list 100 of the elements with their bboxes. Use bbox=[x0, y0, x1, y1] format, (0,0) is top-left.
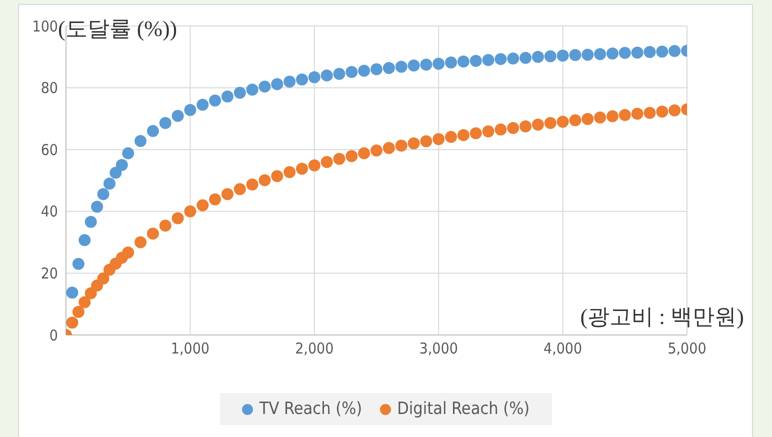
point bbox=[296, 73, 308, 86]
point bbox=[122, 147, 134, 160]
point bbox=[445, 56, 458, 68]
point bbox=[66, 316, 78, 329]
point bbox=[296, 162, 308, 175]
point bbox=[544, 50, 556, 62]
point bbox=[358, 64, 370, 77]
point bbox=[271, 170, 284, 182]
point bbox=[72, 258, 84, 270]
point bbox=[408, 60, 420, 72]
x-axis-title: (광고비 : 백만원) bbox=[580, 303, 744, 331]
point bbox=[618, 108, 631, 121]
point bbox=[196, 98, 209, 111]
point bbox=[631, 108, 644, 120]
point bbox=[221, 188, 234, 200]
legend-label: Digital Reach (%) bbox=[397, 399, 530, 419]
point bbox=[594, 111, 606, 124]
point bbox=[482, 125, 494, 138]
point bbox=[284, 76, 296, 88]
point bbox=[395, 140, 408, 152]
point bbox=[457, 129, 470, 142]
point bbox=[656, 106, 668, 118]
y-tick-label: 60 bbox=[40, 140, 58, 159]
point bbox=[668, 45, 681, 58]
point bbox=[520, 120, 532, 132]
point bbox=[556, 116, 569, 128]
y-axis-title: (도달률 (%)) bbox=[58, 15, 178, 43]
y-tick-label: 20 bbox=[40, 264, 58, 283]
point bbox=[308, 159, 320, 172]
point bbox=[134, 236, 147, 248]
point bbox=[333, 68, 346, 80]
point bbox=[544, 117, 556, 130]
point bbox=[494, 53, 507, 66]
point bbox=[631, 46, 644, 59]
point bbox=[284, 166, 296, 178]
point bbox=[457, 56, 470, 68]
point bbox=[91, 200, 104, 213]
point bbox=[134, 134, 147, 147]
point bbox=[221, 90, 234, 102]
point bbox=[532, 50, 544, 63]
point bbox=[482, 54, 494, 66]
point bbox=[582, 48, 594, 61]
point bbox=[78, 234, 91, 246]
y-tick-label: 0 bbox=[49, 326, 58, 344]
point bbox=[209, 94, 222, 106]
y-tick-label: 80 bbox=[40, 79, 58, 98]
point bbox=[470, 54, 482, 67]
point bbox=[209, 193, 222, 206]
point bbox=[445, 130, 458, 143]
x-tick-label: 2,000 bbox=[295, 340, 334, 358]
x-tick-label: 3,000 bbox=[419, 340, 458, 358]
point bbox=[644, 106, 656, 119]
point bbox=[78, 296, 91, 308]
x-tick-label: 5,000 bbox=[668, 340, 706, 358]
point bbox=[382, 142, 395, 154]
point bbox=[146, 125, 159, 138]
point bbox=[346, 150, 358, 162]
point bbox=[668, 104, 681, 116]
point bbox=[159, 220, 172, 232]
point bbox=[103, 178, 116, 190]
point bbox=[184, 205, 196, 218]
point bbox=[358, 147, 370, 160]
point bbox=[594, 48, 606, 60]
point bbox=[110, 166, 122, 179]
point bbox=[159, 117, 172, 130]
point bbox=[66, 286, 78, 299]
point bbox=[644, 46, 656, 58]
point bbox=[196, 199, 209, 212]
point bbox=[606, 48, 618, 60]
point bbox=[395, 60, 408, 73]
point bbox=[569, 114, 582, 126]
point bbox=[408, 137, 420, 150]
x-tick-label: 4,000 bbox=[543, 340, 582, 358]
point bbox=[382, 62, 395, 74]
point bbox=[184, 104, 196, 116]
point bbox=[97, 188, 110, 200]
point bbox=[507, 122, 520, 134]
point bbox=[172, 110, 184, 122]
point bbox=[569, 49, 582, 62]
x-tick-label: 1,000 bbox=[170, 340, 210, 358]
point bbox=[432, 133, 445, 146]
y-tick-label: 40 bbox=[40, 202, 58, 221]
point bbox=[258, 174, 271, 186]
point bbox=[606, 110, 618, 122]
point bbox=[556, 50, 569, 62]
point bbox=[582, 113, 594, 126]
point bbox=[246, 178, 258, 191]
point bbox=[320, 69, 333, 82]
point bbox=[122, 246, 134, 258]
point bbox=[258, 80, 271, 93]
point bbox=[420, 135, 432, 148]
y-tick-label: 100 bbox=[32, 17, 58, 36]
point bbox=[172, 212, 184, 224]
point bbox=[246, 84, 258, 96]
point bbox=[370, 63, 382, 76]
point bbox=[656, 46, 668, 58]
point bbox=[97, 272, 110, 284]
point bbox=[84, 216, 97, 228]
point bbox=[308, 71, 320, 84]
point bbox=[234, 183, 246, 196]
